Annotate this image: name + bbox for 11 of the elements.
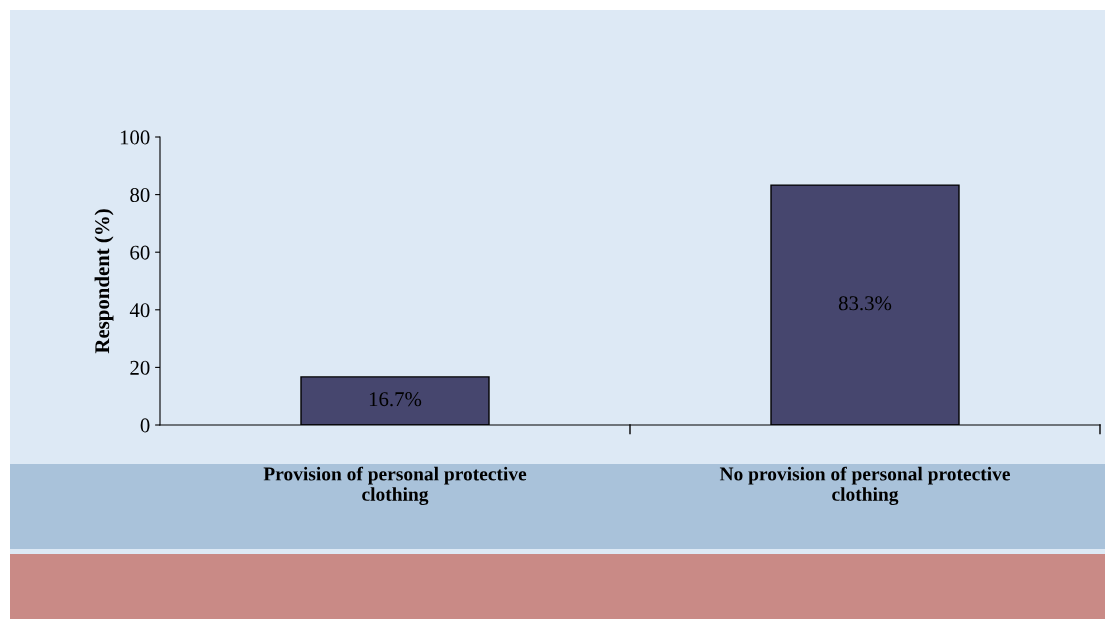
y-tick-label: 80 <box>130 187 150 203</box>
x-tick-label: No provision of personal protective clothing <box>719 466 1010 505</box>
y-tick-label: 100 <box>120 130 150 145</box>
y-tick-label: 20 <box>130 360 150 375</box>
y-tick-label: 60 <box>130 245 150 260</box>
y-tick-label: 0 <box>140 418 150 433</box>
y-tick-label: 40 <box>129 303 150 318</box>
y-axis-title: Respondent (%) <box>94 209 114 354</box>
data-label: 16.7% <box>369 392 422 407</box>
x-tick-label: Provision of personal protective clothing <box>263 466 527 505</box>
data-label: 83.3% <box>838 296 892 311</box>
